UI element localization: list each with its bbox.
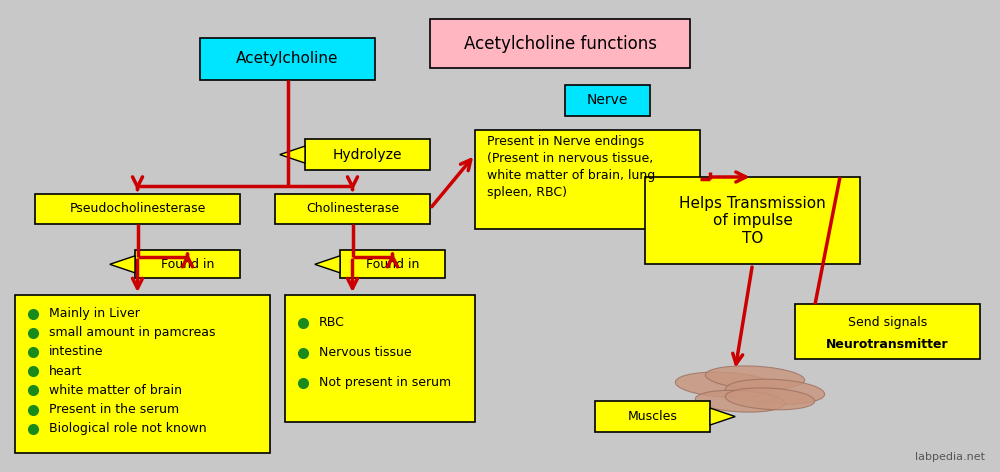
Text: Found in: Found in bbox=[366, 258, 419, 271]
Text: Muscles: Muscles bbox=[628, 410, 677, 423]
Text: Send signals: Send signals bbox=[848, 316, 927, 329]
FancyBboxPatch shape bbox=[340, 250, 445, 278]
FancyBboxPatch shape bbox=[285, 295, 475, 422]
Text: Nerve: Nerve bbox=[587, 93, 628, 107]
Text: Not present in serum: Not present in serum bbox=[319, 376, 451, 389]
FancyBboxPatch shape bbox=[475, 130, 700, 229]
Text: heart: heart bbox=[49, 365, 82, 378]
Ellipse shape bbox=[725, 379, 825, 405]
Text: intestine: intestine bbox=[49, 346, 104, 358]
FancyBboxPatch shape bbox=[595, 401, 710, 432]
Text: labpedia.net: labpedia.net bbox=[915, 452, 985, 462]
FancyBboxPatch shape bbox=[275, 194, 430, 224]
Text: RBC: RBC bbox=[319, 316, 345, 329]
Text: Acetylcholine: Acetylcholine bbox=[236, 51, 339, 67]
Text: Mainly in Liver: Mainly in Liver bbox=[49, 307, 140, 320]
Text: white matter of brain: white matter of brain bbox=[49, 384, 182, 397]
Ellipse shape bbox=[695, 390, 785, 412]
FancyBboxPatch shape bbox=[565, 85, 650, 116]
Text: Neurotransmitter: Neurotransmitter bbox=[826, 337, 949, 351]
Polygon shape bbox=[710, 408, 735, 425]
FancyBboxPatch shape bbox=[135, 250, 240, 278]
Text: Found in: Found in bbox=[161, 258, 214, 271]
Text: Helps Transmission
of impulse
TO: Helps Transmission of impulse TO bbox=[679, 196, 826, 245]
Text: Biological role not known: Biological role not known bbox=[49, 422, 207, 435]
FancyBboxPatch shape bbox=[645, 177, 860, 264]
Text: Acetylcholine functions: Acetylcholine functions bbox=[464, 34, 656, 53]
Polygon shape bbox=[315, 256, 340, 273]
Text: Cholinesterase: Cholinesterase bbox=[306, 202, 399, 215]
Polygon shape bbox=[280, 146, 305, 163]
Ellipse shape bbox=[725, 388, 815, 410]
Polygon shape bbox=[110, 256, 135, 273]
Text: Pseudocholinesterase: Pseudocholinesterase bbox=[69, 202, 206, 215]
FancyBboxPatch shape bbox=[430, 19, 690, 68]
Text: Nervous tissue: Nervous tissue bbox=[319, 346, 412, 359]
FancyBboxPatch shape bbox=[15, 295, 270, 453]
FancyBboxPatch shape bbox=[200, 38, 375, 80]
Text: Hydrolyze: Hydrolyze bbox=[333, 148, 402, 161]
FancyBboxPatch shape bbox=[305, 139, 430, 170]
Text: Present in the serum: Present in the serum bbox=[49, 403, 179, 416]
Ellipse shape bbox=[675, 372, 775, 397]
FancyBboxPatch shape bbox=[35, 194, 240, 224]
Text: small amount in pamcreas: small amount in pamcreas bbox=[49, 326, 216, 339]
FancyBboxPatch shape bbox=[795, 304, 980, 359]
Ellipse shape bbox=[705, 366, 805, 389]
Text: Present in Nerve endings
(Present in nervous tissue,
white matter of brain, lung: Present in Nerve endings (Present in ner… bbox=[487, 135, 655, 200]
